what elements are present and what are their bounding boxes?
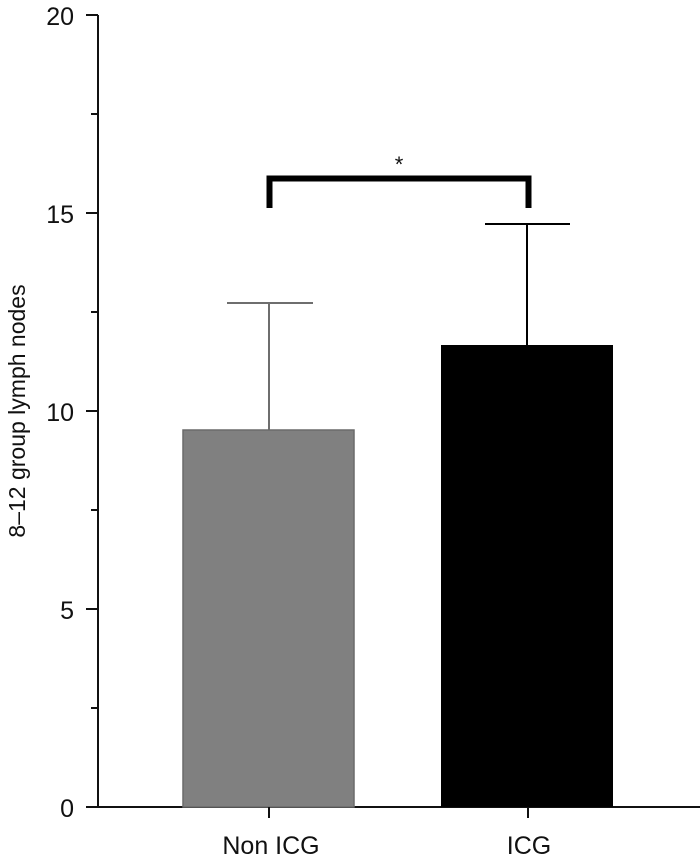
y-tick-0: 0 (60, 795, 74, 823)
y-tick-labels: 0 5 10 15 20 (46, 3, 74, 823)
significance-bracket (266, 175, 532, 208)
y-major-ticks (86, 14, 98, 808)
y-minor-ticks (91, 113, 98, 709)
x-label-non-icg: Non ICG (222, 832, 319, 856)
bar-icg (441, 345, 613, 807)
x-ticks (268, 807, 529, 818)
y-tick-5: 5 (60, 597, 74, 625)
significance-asterisk: * (395, 152, 404, 177)
y-tick-20: 20 (46, 3, 74, 31)
y-tick-10: 10 (46, 399, 74, 427)
error-bar-non-icg (227, 302, 313, 430)
y-axis-label: 8–12 group lymph nodes (4, 284, 30, 537)
x-label-icg: ICG (507, 832, 551, 856)
bar-non-icg (182, 429, 355, 808)
y-tick-15: 15 (46, 201, 74, 229)
error-bar-icg (485, 223, 570, 345)
